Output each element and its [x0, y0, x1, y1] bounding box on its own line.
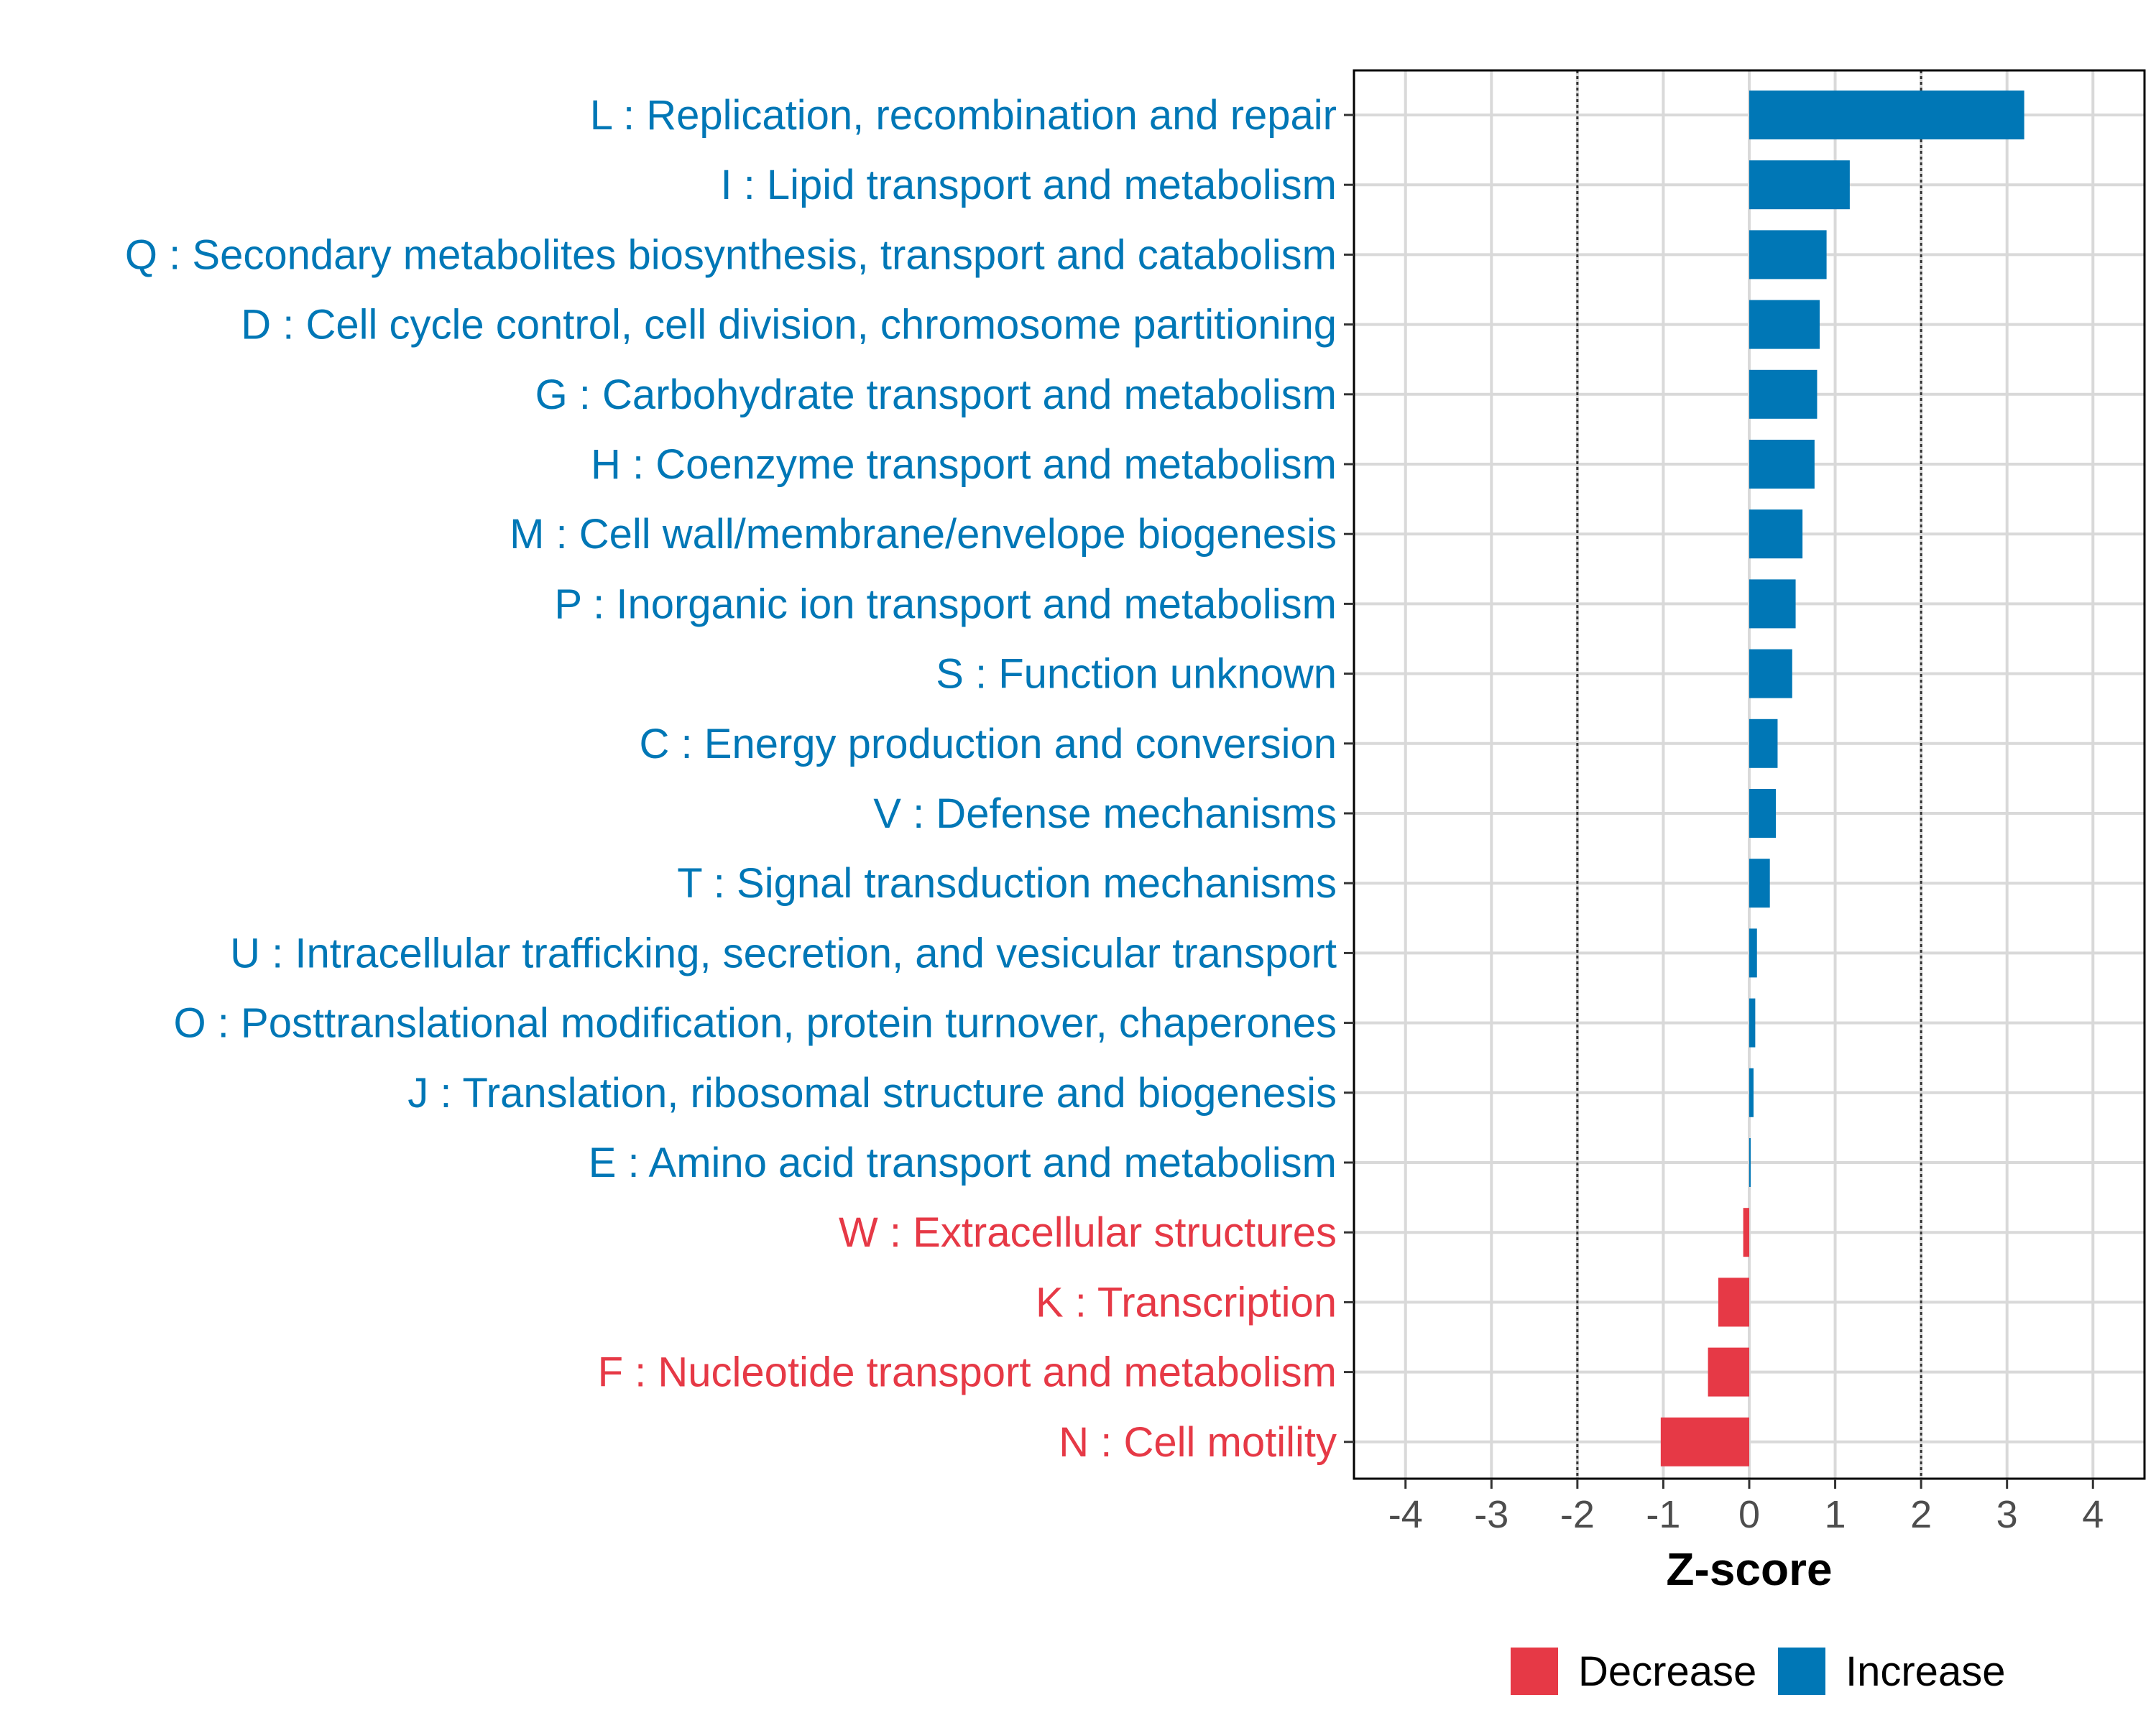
x-tick-label: 2: [1910, 1493, 1932, 1536]
bar: [1749, 789, 1777, 838]
y-axis-label: V : Defense mechanisms: [873, 790, 1337, 837]
bar: [1749, 300, 1820, 349]
bar: [1749, 160, 1850, 210]
legend-label-decrease: Decrease: [1578, 1648, 1756, 1695]
bar: [1749, 579, 1796, 629]
y-axis-ticks: [1344, 114, 1354, 1443]
x-tick-label: -4: [1388, 1493, 1423, 1536]
y-axis-label: Q : Secondary metabolites biosynthesis, …: [125, 231, 1337, 278]
bar: [1743, 1208, 1749, 1257]
bar: [1749, 369, 1818, 419]
legend-swatch-decrease: [1511, 1648, 1558, 1695]
x-axis-title: Z-score: [1666, 1543, 1832, 1595]
bar: [1749, 509, 1803, 559]
y-axis-label: S : Function unknown: [936, 651, 1337, 698]
y-axis-labels: L : Replication, recombination and repai…: [125, 92, 1337, 1466]
reference-lines: [1576, 70, 1922, 1479]
y-axis-label: O : Posttranslational modification, prot…: [174, 1000, 1337, 1047]
y-axis-label: H : Coenzyme transport and metabolism: [591, 441, 1337, 488]
y-axis-label: E : Amino acid transport and metabolism: [589, 1140, 1337, 1186]
x-tick-label: 3: [1996, 1493, 2018, 1536]
bar: [1749, 91, 2024, 139]
x-tick-label: 0: [1738, 1493, 1760, 1536]
y-axis-label: L : Replication, recombination and repai…: [590, 92, 1337, 139]
x-tick-label: -2: [1560, 1493, 1595, 1536]
y-axis-label: F : Nucleotide transport and metabolism: [598, 1349, 1337, 1396]
y-axis-label: W : Extracellular structures: [839, 1209, 1337, 1256]
y-axis-label: G : Carbohydrate transport and metabolis…: [535, 371, 1337, 418]
x-tick-label: 1: [1825, 1493, 1846, 1536]
y-axis-label: M : Cell wall/membrane/envelope biogenes…: [510, 511, 1337, 558]
bar: [1660, 1417, 1749, 1466]
bar: [1718, 1277, 1749, 1327]
bar: [1749, 719, 1778, 768]
y-axis-label: P : Inorganic ion transport and metaboli…: [554, 581, 1337, 627]
x-tick-label: -3: [1474, 1493, 1508, 1536]
x-tick-label: -1: [1646, 1493, 1680, 1536]
y-axis-label: U : Intracellular trafficking, secretion…: [230, 930, 1337, 976]
legend-swatch-increase: [1778, 1648, 1825, 1695]
grid-layer: [1354, 70, 2145, 1479]
y-axis-label: N : Cell motility: [1059, 1419, 1337, 1466]
y-axis-label: J : Translation, ribosomal structure and…: [407, 1070, 1337, 1117]
bars: [1660, 91, 2024, 1466]
y-axis-label: D : Cell cycle control, cell division, c…: [241, 302, 1337, 348]
bar: [1749, 998, 1756, 1048]
y-axis-label: I : Lipid transport and metabolism: [720, 162, 1337, 208]
bar: [1749, 928, 1757, 978]
bar: [1749, 230, 1827, 279]
y-axis-label: K : Transcription: [1036, 1279, 1337, 1326]
bar: [1749, 1138, 1751, 1187]
bar: [1749, 859, 1770, 908]
bar: [1708, 1347, 1749, 1397]
x-axis-ticks: -4 -3 -2 -1 0 1 2 3 4: [1388, 1479, 2104, 1536]
legend: Decrease Increase: [1511, 1648, 2005, 1695]
y-axis-label: T : Signal transduction mechanisms: [677, 860, 1337, 907]
x-tick-label: 4: [2082, 1493, 2104, 1536]
bar: [1749, 440, 1815, 489]
legend-label-increase: Increase: [1846, 1648, 2005, 1695]
bar: [1749, 649, 1792, 698]
y-axis-label: C : Energy production and conversion: [640, 721, 1337, 767]
bar: [1749, 1068, 1754, 1117]
